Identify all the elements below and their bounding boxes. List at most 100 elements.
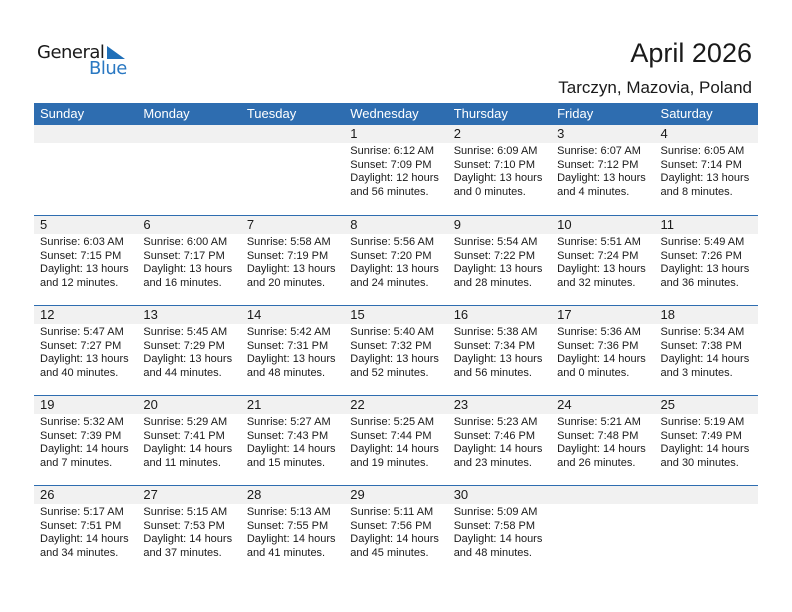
daylight-text: Daylight: 13 hours <box>143 263 233 275</box>
sunset-text: Sunset: 7:26 PM <box>660 249 742 262</box>
sunset-text: Sunset: 7:53 PM <box>143 519 225 532</box>
minutes-text: and 30 minutes. <box>660 456 739 469</box>
sunrise-text: Sunrise: 5:51 AM <box>557 236 641 248</box>
day-info: Sunrise: 5:45 AM Sunset: 7:29 PM Daylight:… <box>137 324 240 380</box>
sunset-text: Sunset: 7:43 PM <box>246 429 329 442</box>
day-info: Sunrise: 6:12 AM Sunset: 7:09 PM Daylight:… <box>344 143 447 199</box>
day-number: 26 <box>34 486 138 504</box>
sunset-text: Sunset: 7:38 PM <box>660 339 742 352</box>
day-cell: 23 Sunrise: 5:23 AM Sunset: 7:46 PM Dayligh… <box>447 396 552 485</box>
day-cell: 17 Sunrise: 5:36 AM Sunset: 7:36 PM Dayligh… <box>551 306 655 395</box>
sunrise-text: Sunrise: 5:23 AM <box>453 416 538 428</box>
sunrise-text: Sunrise: 6:09 AM <box>453 145 538 157</box>
minutes-text: and 3 minutes. <box>660 366 733 379</box>
sunrise-text: Sunrise: 5:27 AM <box>246 416 331 428</box>
daylight-text: Daylight: 13 hours <box>660 172 750 184</box>
day-cell: 16 Sunrise: 5:38 AM Sunset: 7:34 PM Dayligh… <box>447 306 552 395</box>
empty-day-cell <box>137 125 241 215</box>
day-number: 15 <box>344 306 448 324</box>
minutes-text: and 11 minutes. <box>143 456 221 469</box>
daylight-text: Daylight: 14 hours <box>350 533 439 545</box>
sunrise-text: Sunrise: 5:49 AM <box>660 236 745 248</box>
day-number: 12 <box>34 306 138 324</box>
sunset-text: Sunset: 7:44 PM <box>350 429 432 442</box>
sunset-text: Sunset: 7:58 PM <box>453 519 536 532</box>
daylight-text: Daylight: 14 hours <box>557 443 646 455</box>
day-info: Sunrise: 6:09 AM Sunset: 7:10 PM Daylight:… <box>448 143 551 199</box>
daylight-text: Daylight: 14 hours <box>660 353 750 365</box>
day-info: Sunrise: 5:58 AM Sunset: 7:19 PM Daylight:… <box>241 234 344 290</box>
day-number: 18 <box>654 306 758 324</box>
day-number: 24 <box>551 396 655 414</box>
day-info: Sunrise: 5:36 AM Sunset: 7:36 PM Daylight:… <box>551 324 654 380</box>
day-info: Sunrise: 6:03 AM Sunset: 7:15 PM Daylight:… <box>34 234 137 290</box>
day-cell: 20 Sunrise: 5:29 AM Sunset: 7:41 PM Dayligh… <box>137 396 241 485</box>
day-cell: 19 Sunrise: 5:32 AM Sunset: 7:39 PM Dayligh… <box>34 396 138 485</box>
day-info: Sunrise: 5:23 AM Sunset: 7:46 PM Daylight:… <box>448 414 551 470</box>
day-cell: 12 Sunrise: 5:47 AM Sunset: 7:27 PM Dayligh… <box>34 306 138 395</box>
day-number: 20 <box>137 396 241 414</box>
minutes-text: and 34 minutes. <box>40 546 119 559</box>
day-info: Sunrise: 5:21 AM Sunset: 7:48 PM Daylight:… <box>551 414 654 470</box>
daylight-text: Daylight: 14 hours <box>246 443 336 455</box>
day-number <box>654 486 758 504</box>
day-number: 6 <box>137 216 241 234</box>
sunrise-text: Sunrise: 5:36 AM <box>557 326 641 338</box>
day-info: Sunrise: 5:47 AM Sunset: 7:27 PM Daylight:… <box>34 324 137 380</box>
sunset-text: Sunset: 7:10 PM <box>453 158 536 171</box>
logo-general-text: General <box>37 42 105 63</box>
week-row: 12 Sunrise: 5:47 AM Sunset: 7:27 PM Dayligh… <box>34 305 758 395</box>
daylight-text: Daylight: 14 hours <box>557 353 646 365</box>
sunset-text: Sunset: 7:32 PM <box>350 339 432 352</box>
sunrise-text: Sunrise: 5:47 AM <box>40 326 124 338</box>
minutes-text: and 0 minutes. <box>453 185 526 198</box>
week-row: 26 Sunrise: 5:17 AM Sunset: 7:51 PM Dayligh… <box>34 485 758 575</box>
weekday-sunday: Sunday <box>40 106 85 121</box>
day-number: 30 <box>447 486 552 504</box>
sunrise-text: Sunrise: 5:58 AM <box>246 236 331 248</box>
day-number <box>240 125 345 143</box>
sunset-text: Sunset: 7:56 PM <box>350 519 432 532</box>
daylight-text: Daylight: 13 hours <box>40 263 129 275</box>
daylight-text: Daylight: 14 hours <box>143 443 233 455</box>
day-info: Sunrise: 5:42 AM Sunset: 7:31 PM Daylight:… <box>241 324 344 380</box>
sunset-text: Sunset: 7:20 PM <box>350 249 432 262</box>
minutes-text: and 48 minutes. <box>453 546 532 559</box>
daylight-text: Daylight: 13 hours <box>143 353 233 365</box>
day-number <box>551 486 655 504</box>
sunrise-text: Sunrise: 5:38 AM <box>453 326 538 338</box>
day-info: Sunrise: 6:05 AM Sunset: 7:14 PM Daylight:… <box>655 143 758 199</box>
minutes-text: and 0 minutes. <box>557 366 630 379</box>
day-number: 8 <box>344 216 448 234</box>
day-info: Sunrise: 5:32 AM Sunset: 7:39 PM Daylight:… <box>34 414 137 470</box>
weekday-saturday: Saturday <box>660 106 713 121</box>
sunrise-text: Sunrise: 5:40 AM <box>350 326 435 338</box>
sunset-text: Sunset: 7:51 PM <box>40 519 122 532</box>
page-title: April 2026 <box>630 38 752 68</box>
day-cell: 14 Sunrise: 5:42 AM Sunset: 7:31 PM Dayligh… <box>240 306 345 395</box>
sunrise-text: Sunrise: 5:13 AM <box>246 506 331 518</box>
day-cell: 9 Sunrise: 5:54 AM Sunset: 7:22 PM Daylight… <box>447 216 552 305</box>
minutes-text: and 32 minutes. <box>557 276 636 289</box>
empty-day-cell <box>34 125 138 215</box>
day-number: 1 <box>344 125 448 143</box>
day-info: Sunrise: 5:09 AM Sunset: 7:58 PM Daylight:… <box>448 504 551 560</box>
day-cell: 5 Sunrise: 6:03 AM Sunset: 7:15 PM Daylight… <box>34 216 138 305</box>
day-number: 16 <box>447 306 552 324</box>
weekday-tuesday: Tuesday <box>246 106 297 121</box>
day-cell: 13 Sunrise: 5:45 AM Sunset: 7:29 PM Dayligh… <box>137 306 241 395</box>
minutes-text: and 36 minutes. <box>660 276 739 289</box>
weekday-wednesday: Wednesday <box>350 106 419 121</box>
sunset-text: Sunset: 7:22 PM <box>453 249 536 262</box>
day-number: 29 <box>344 486 448 504</box>
sunrise-text: Sunrise: 5:42 AM <box>246 326 331 338</box>
day-cell: 6 Sunrise: 6:00 AM Sunset: 7:17 PM Daylight… <box>137 216 241 305</box>
day-info: Sunrise: 5:54 AM Sunset: 7:22 PM Daylight:… <box>448 234 551 290</box>
day-cell: 2 Sunrise: 6:09 AM Sunset: 7:10 PM Daylight… <box>447 125 552 215</box>
sunrise-text: Sunrise: 5:19 AM <box>660 416 745 428</box>
day-info: Sunrise: 5:56 AM Sunset: 7:20 PM Daylight:… <box>344 234 447 290</box>
sunrise-text: Sunrise: 5:17 AM <box>40 506 124 518</box>
daylight-text: Daylight: 14 hours <box>40 443 129 455</box>
sunset-text: Sunset: 7:14 PM <box>660 158 742 171</box>
